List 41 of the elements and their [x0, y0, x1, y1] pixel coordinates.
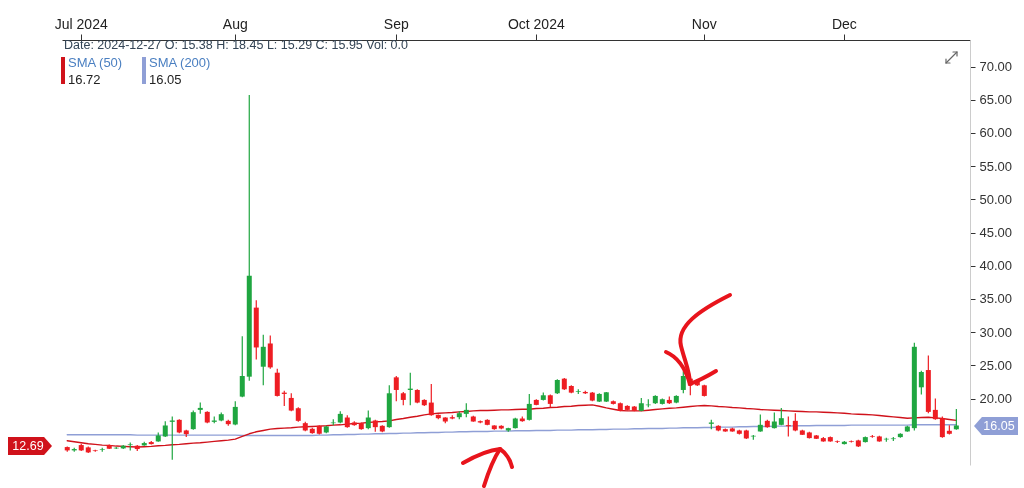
- y-tick-label: 25.00: [979, 357, 1013, 373]
- x-tick-label: Jul 2024: [54, 15, 108, 32]
- y-tick-label: 50.00: [979, 191, 1013, 207]
- x-tick-label: Sep: [383, 15, 409, 32]
- x-tick-label: Nov: [691, 15, 717, 32]
- candlestick: [526, 393, 532, 422]
- y-tick-label: 40.00: [979, 258, 1013, 274]
- x-tick-label: Dec: [831, 15, 857, 32]
- candlestick: [267, 334, 273, 370]
- x-tick-label: Aug: [222, 15, 248, 32]
- candlestick: [393, 375, 399, 402]
- legend-label: SMA (50): [68, 55, 123, 70]
- annotation: 16.05: [149, 72, 182, 87]
- candlestick: [428, 383, 434, 417]
- candlestick: [190, 409, 196, 431]
- candlestick: [953, 408, 959, 431]
- candlestick: [365, 409, 371, 430]
- text: 16.05: [974, 417, 1018, 435]
- candlestick: [232, 400, 238, 426]
- candlestick: [918, 370, 924, 396]
- y-tick-label: 35.00: [979, 291, 1013, 307]
- legend-label: SMA (200): [149, 55, 211, 70]
- line-series: [66, 404, 958, 448]
- candlestick: [932, 397, 938, 421]
- y-tick-label: 30.00: [979, 324, 1013, 340]
- y-tick-label: 70.00: [979, 59, 1013, 75]
- y-tick-label: 55.00: [979, 158, 1013, 174]
- annotation: 16.72: [68, 72, 101, 87]
- y-tick-label: 60.00: [979, 125, 1013, 141]
- y-tick-label: 65.00: [979, 92, 1013, 108]
- candlestick: [939, 415, 945, 439]
- candlestick: [785, 415, 791, 438]
- annotation: Date: 2024-12-27 O: 15.38 H: 18.45 L: 15.29 C: 15.95 Vol: 0.0: [64, 38, 408, 52]
- candlestick: [260, 334, 266, 386]
- candlestick: [680, 370, 686, 394]
- candlestick: [274, 368, 280, 398]
- y-tick-label: 20.00: [979, 391, 1013, 407]
- x-tick-label: Oct 2024: [507, 15, 565, 32]
- candlestick: [239, 335, 245, 398]
- text: 12.69: [8, 437, 52, 455]
- y-tick-label: 45.00: [979, 225, 1013, 241]
